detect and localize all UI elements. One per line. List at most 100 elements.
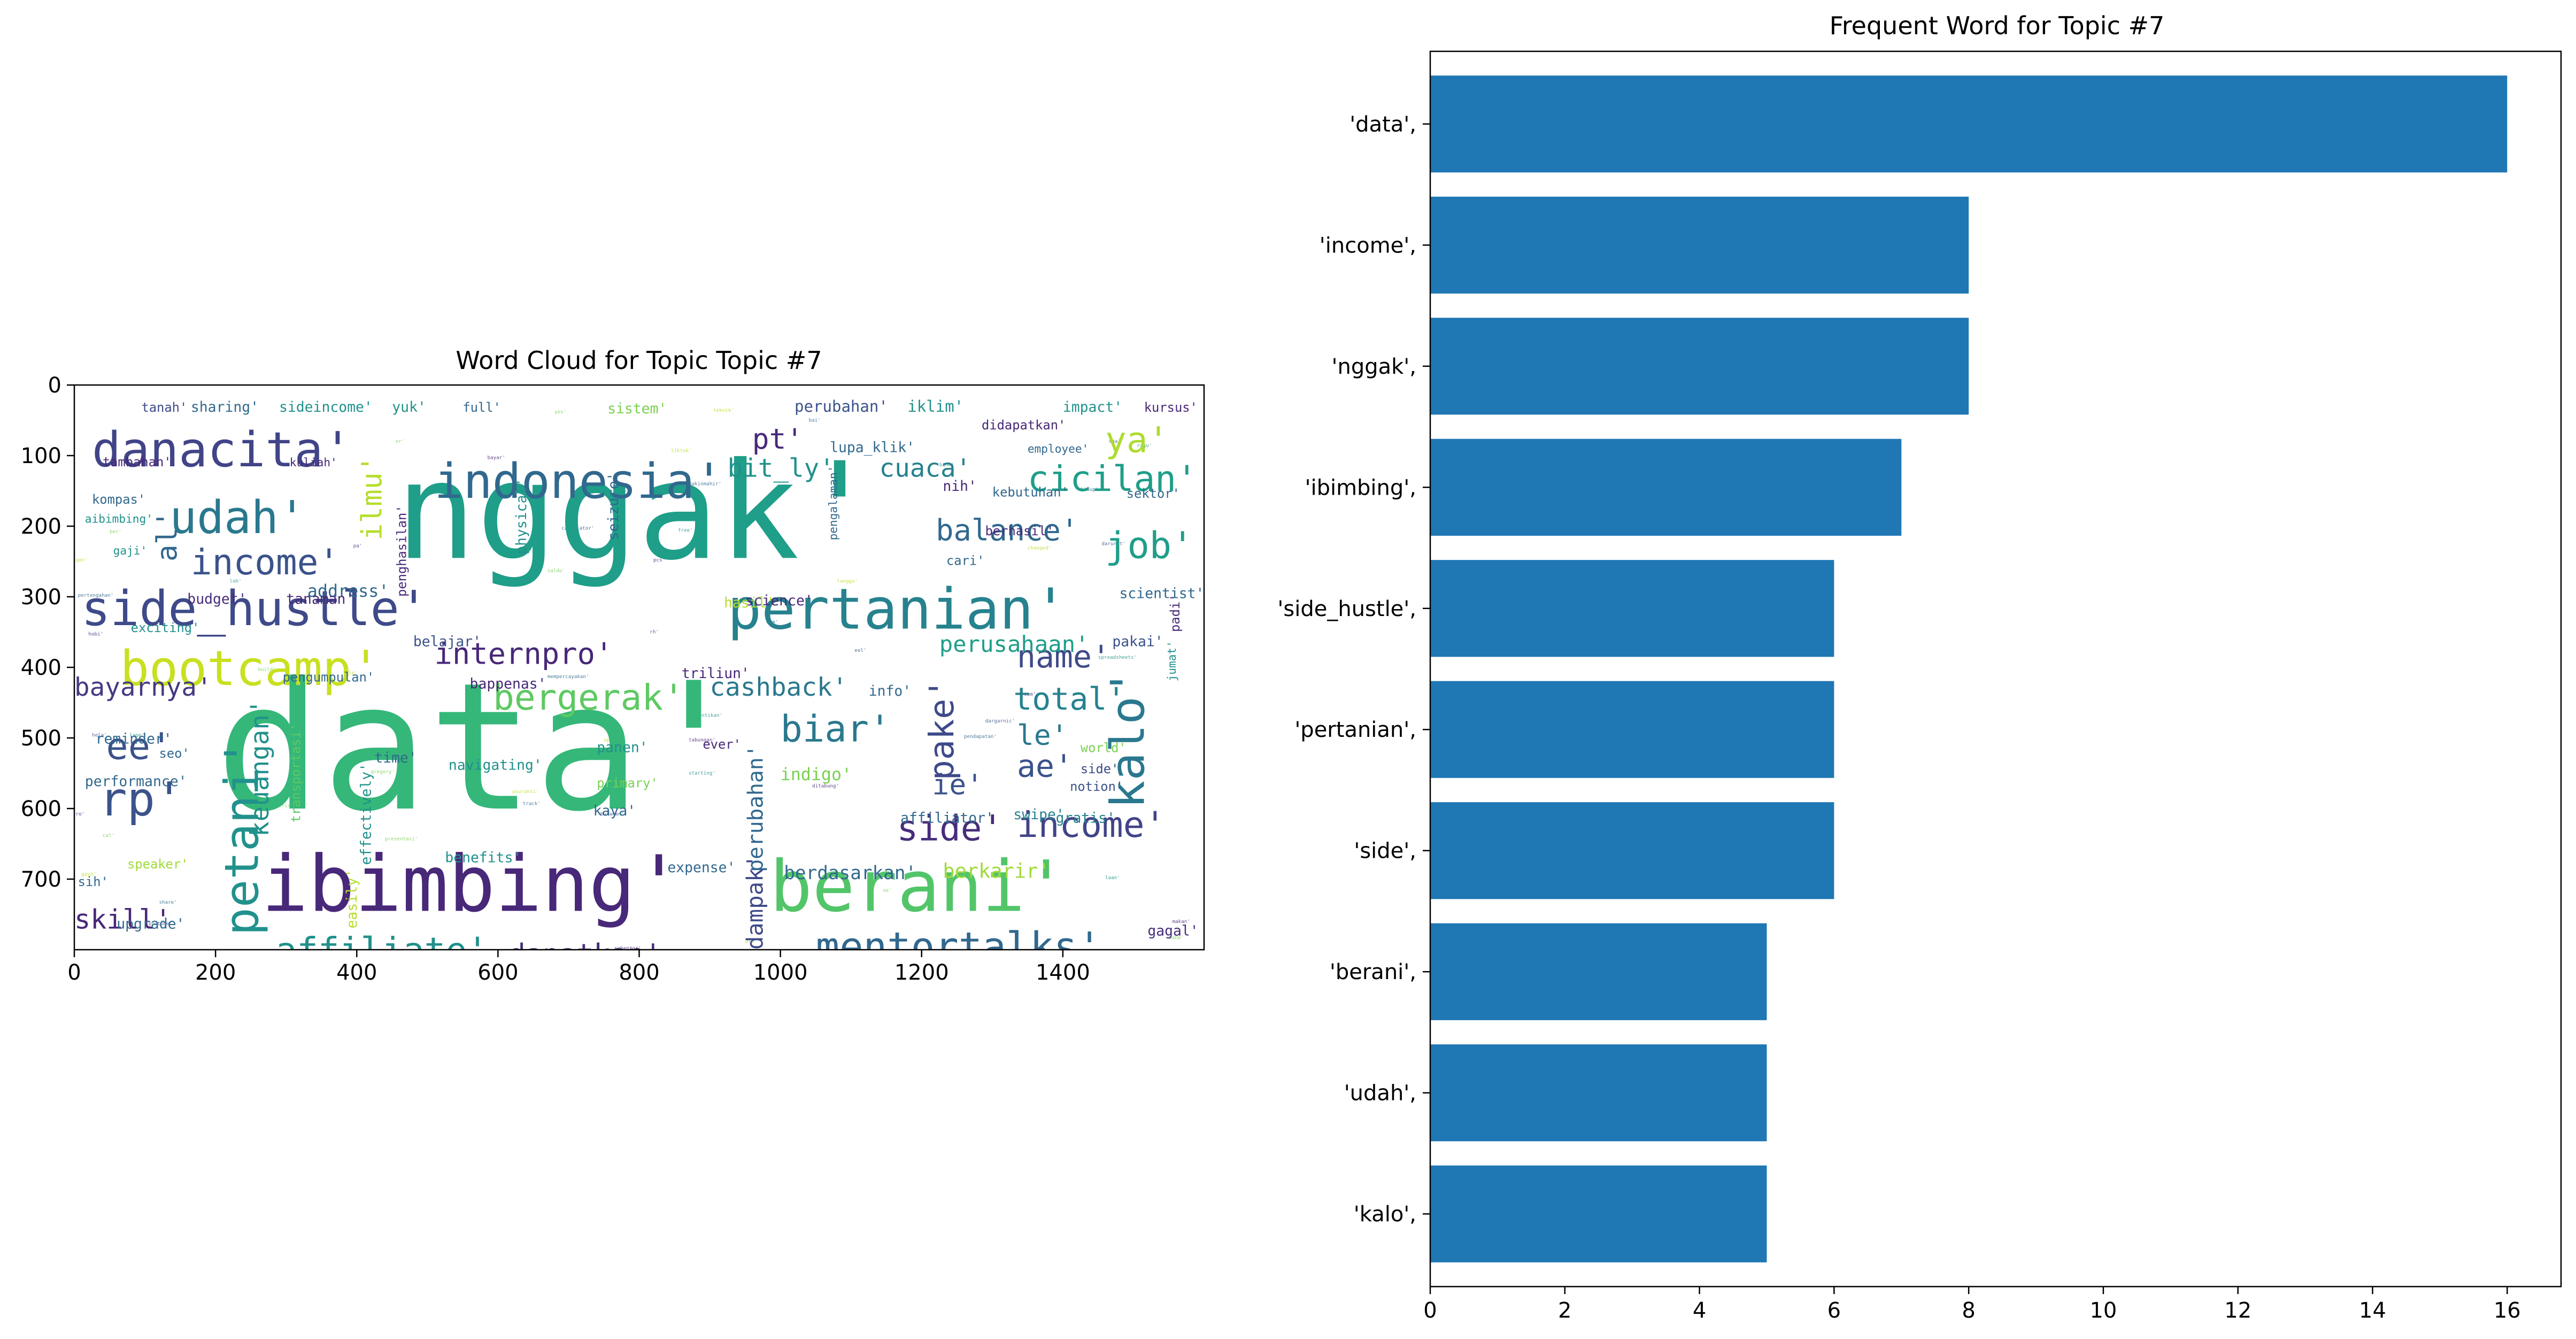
word-cloud-word: free' xyxy=(678,528,693,534)
word-cloud-word: bayar' xyxy=(488,455,505,461)
word-cloud-word: makan' xyxy=(1173,919,1190,925)
word-cloud-word: info' xyxy=(869,683,911,699)
word-cloud-background xyxy=(74,385,1204,950)
word-cloud-word: saldo' xyxy=(547,568,565,574)
y-tick-label: 'udah', xyxy=(1344,1081,1416,1106)
word-cloud-word: kaya' xyxy=(593,803,636,819)
word-cloud-word: laan' xyxy=(1105,875,1120,881)
word-cloud-word: reminder' xyxy=(96,731,172,748)
word-cloud-word: asuransi' xyxy=(512,789,539,795)
x-tick-label: 4 xyxy=(1693,1298,1706,1323)
word-cloud-word: yuk' xyxy=(392,399,426,415)
word-cloud-word: mentortalks' xyxy=(816,924,1101,970)
bar-chart-frame xyxy=(1429,50,2562,1288)
y-tick-label: 200 xyxy=(21,514,61,539)
word-cloud-word: full' xyxy=(462,400,501,415)
word-cloud-word-vertical: padi' xyxy=(1168,594,1183,632)
word-cloud-y-axis: 0 100 200 300 400 500 600 700 xyxy=(21,373,74,892)
word-cloud-word: ro' xyxy=(76,811,85,817)
word-cloud-word: ee' xyxy=(106,726,172,768)
y-tick-label: 100 xyxy=(21,444,61,468)
word-cloud-word: loh' xyxy=(230,579,242,584)
word-cloud-word: spreadsheets' xyxy=(1098,655,1137,660)
word-cloud-word: panen' xyxy=(597,739,647,756)
word-cloud-word: gratis' xyxy=(1056,810,1115,826)
word-cloud-word: employee' xyxy=(1028,442,1089,456)
word-cloud-word: gagal' xyxy=(1147,923,1198,940)
word-cloud-word: sih' xyxy=(78,874,109,889)
word-cloud-word: affiliator' xyxy=(900,810,994,826)
word-cloud-word: le' xyxy=(1017,719,1068,752)
y-tick-label: 'data', xyxy=(1349,112,1416,137)
word-cloud-word: bulanan' xyxy=(600,811,624,817)
word-cloud-word: tunggu' xyxy=(837,579,858,584)
y-tick-label: 'side', xyxy=(1354,839,1416,864)
y-tick-label: 400 xyxy=(21,656,61,680)
word-cloud-word: com' xyxy=(1024,691,1036,697)
word-cloud-word: ibimbing' xyxy=(261,839,682,929)
word-cloud-word: sharing' xyxy=(191,399,259,415)
word-cloud-word-vertical: petani' xyxy=(214,739,269,935)
word-cloud-word: pengumpulan' xyxy=(283,670,375,684)
word-cloud-word: world' xyxy=(1081,740,1127,755)
word-cloud-word: skill' xyxy=(74,903,171,935)
word-cloud-word-vertical: ilmu' xyxy=(356,456,388,541)
word-cloud-word: share' xyxy=(159,899,176,905)
word-cloud-word: kebutuhan' xyxy=(992,485,1069,500)
x-tick-label: 1200 xyxy=(894,960,949,985)
x-tick-label: 400 xyxy=(336,960,377,985)
word-cloud-word: time' xyxy=(374,750,417,766)
x-tick-label: 2 xyxy=(1558,1298,1571,1323)
word-cloud-word: sektor' xyxy=(1127,486,1180,501)
word-cloud-word: berkarir' xyxy=(943,859,1050,882)
word-cloud-word-vertical: effectively' xyxy=(358,763,375,865)
y-tick-label: 'berani', xyxy=(1330,960,1416,984)
word-cloud-word: bappenas' xyxy=(470,676,546,692)
bar xyxy=(1430,802,1834,899)
word-cloud-word: internpro' xyxy=(435,637,613,671)
word-cloud-word: hasil' xyxy=(724,595,775,611)
word-cloud-word: danacita' xyxy=(92,422,352,478)
bar-series xyxy=(1430,75,2508,1263)
y-tick-label: 300 xyxy=(21,585,61,610)
bar xyxy=(1430,75,2508,173)
word-cloud-word: speaker' xyxy=(127,857,188,872)
word-cloud-word: sistem' xyxy=(607,401,667,417)
word-cloud-word-vertical: penghasilan' xyxy=(395,505,410,597)
x-tick-label: 0 xyxy=(1423,1298,1437,1323)
word-cloud-word: pcs' xyxy=(653,557,665,563)
word-cloud-word: upgrade' xyxy=(117,915,184,932)
word-cloud-word: pakai' xyxy=(1112,633,1163,650)
word-cloud-word: ber' xyxy=(110,529,121,535)
word-cloud-word: kompas' xyxy=(92,492,145,507)
y-tick-label: 'kalo', xyxy=(1354,1202,1416,1227)
word-cloud-word: bai' xyxy=(808,418,820,424)
word-cloud-word-vertical: jumat' xyxy=(1165,641,1178,681)
x-tick-label: 600 xyxy=(477,960,518,985)
word-cloud-word: hidup' xyxy=(1081,487,1098,492)
word-cloud-word: gen' xyxy=(76,557,88,563)
word-cloud-word: affiliate' xyxy=(275,930,488,971)
word-cloud-word: performance' xyxy=(85,773,187,790)
word-cloud-word: sebentar' xyxy=(614,945,641,951)
word-cloud-title: Word Cloud for Topic Topic #7 xyxy=(456,346,822,375)
word-cloud-word: atm' xyxy=(745,938,757,944)
y-tick-label: 'pertanian', xyxy=(1294,718,1416,742)
word-cloud-word-vertical: easily' xyxy=(344,869,360,928)
x-tick-label: 8 xyxy=(1962,1298,1975,1323)
y-tick-label: 'ibimbing', xyxy=(1305,475,1416,500)
word-cloud-plot-area: yes' teknik' bai' sha' ragu' bayar' er' tiktok'… xyxy=(74,385,1204,971)
word-cloud-word: youtube' xyxy=(149,921,172,927)
word-cloud-word: pertengahan' xyxy=(78,592,114,598)
bar xyxy=(1430,196,1969,294)
word-cloud-word: dana' xyxy=(1169,935,1184,941)
word-cloud-word: tiktok' xyxy=(671,448,692,453)
word-cloud-word: income' xyxy=(1017,804,1166,845)
word-cloud-words: yes' teknik' bai' sha' ragu' bayar' er' tiktok'… xyxy=(74,397,1204,971)
bar xyxy=(1430,923,1767,1020)
word-cloud-word: cashback' xyxy=(710,673,848,702)
word-cloud-word: seo' xyxy=(159,746,189,761)
word-cloud-word: data' xyxy=(215,645,747,850)
x-tick-label: 0 xyxy=(67,960,81,985)
x-tick-label: 6 xyxy=(1827,1298,1841,1323)
